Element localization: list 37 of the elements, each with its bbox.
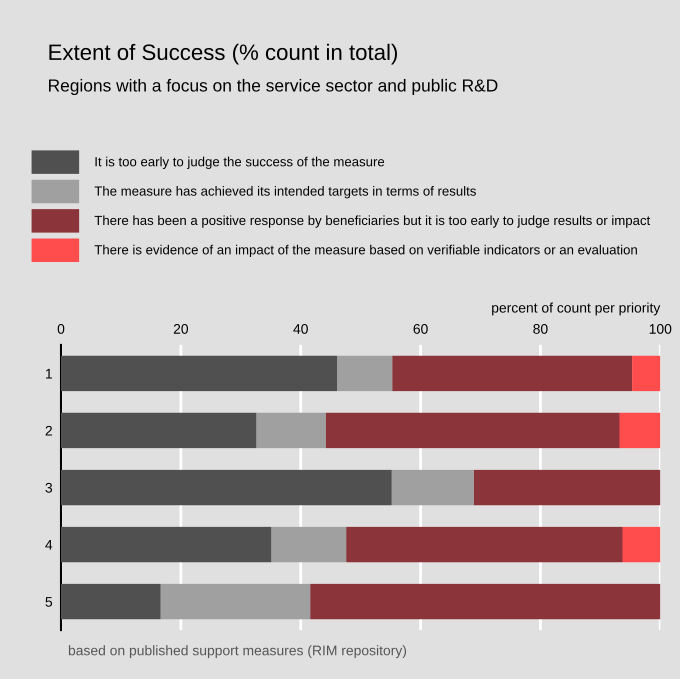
legend-label: It is too early to judge the success of the measure (96, 156, 384, 169)
bar (60, 356, 338, 392)
bar (60, 412, 256, 448)
bar (346, 526, 623, 562)
bar (632, 356, 660, 392)
x-tick-label: 80 (533, 324, 548, 334)
bar (326, 412, 620, 448)
bar (392, 356, 632, 392)
y-tick-label: 3 (45, 482, 52, 493)
bar (337, 356, 392, 392)
y-tick-label: 5 (45, 597, 52, 607)
x-tick-label: 100 (650, 324, 672, 334)
chart-title: Extent of Success (% count in total) (49, 44, 397, 64)
bar (622, 526, 660, 562)
x-tick-label: 40 (293, 324, 308, 334)
bar (60, 470, 392, 506)
bar (60, 526, 272, 562)
x-axis-title: percent of count per priority (492, 302, 660, 316)
y-tick-label: 1 (46, 368, 52, 378)
bar (392, 470, 474, 506)
x-tick-label: 60 (414, 324, 428, 334)
bar (60, 584, 160, 620)
bar (620, 412, 660, 448)
x-tick-label: 0 (58, 324, 64, 334)
chart-subtitle: Regions with a focus on the service sector and public R&D (49, 78, 498, 96)
text: based on published support measures (RIM repository) (68, 645, 406, 658)
bar (310, 584, 660, 620)
y-tick-label: 2 (46, 426, 52, 436)
legend-label: There is evidence of an impact of the measure based on verifiable indicators or an evaluation (94, 244, 637, 258)
bar (256, 412, 326, 448)
bar (271, 526, 346, 562)
y-tick-label: 4 (45, 540, 52, 550)
legend-label: The measure has achieved its intended targets in terms of results (94, 186, 476, 198)
bar (160, 584, 310, 620)
legend-label: There has been a positive response by beneficiaries but it is too early to judge results or impact (94, 215, 650, 228)
bar (474, 470, 660, 506)
x-tick-label: 20 (174, 324, 188, 334)
